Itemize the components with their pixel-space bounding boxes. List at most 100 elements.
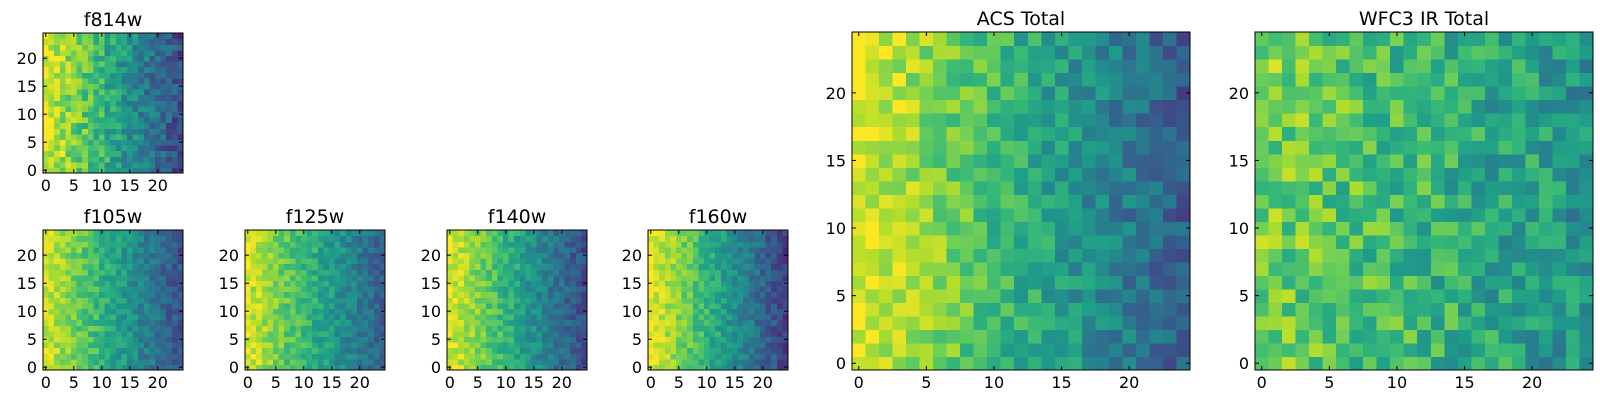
- heatmap-cell: [132, 274, 139, 281]
- heatmap-cell: [1176, 194, 1191, 209]
- heatmap-cell: [447, 297, 454, 304]
- heatmap-cell: [754, 280, 761, 287]
- heatmap-cell: [261, 235, 268, 242]
- heatmap-cell: [127, 100, 134, 107]
- heatmap-cell: [110, 133, 117, 140]
- heatmap-cell: [48, 145, 55, 152]
- heatmap-cell: [1295, 221, 1310, 236]
- heatmap-cell: [865, 126, 880, 141]
- heatmap-cell: [670, 286, 677, 293]
- heatmap-cell: [115, 111, 122, 118]
- heatmap-cell: [447, 330, 454, 337]
- heatmap-cell: [87, 269, 94, 276]
- heatmap-cell: [295, 235, 302, 242]
- heatmap-cell: [564, 297, 571, 304]
- heatmap-cell: [447, 241, 454, 248]
- heatmap-cell: [1322, 288, 1337, 303]
- heatmap-cell: [312, 291, 319, 298]
- heatmap-cell: [132, 314, 139, 321]
- heatmap-cell: [1068, 234, 1083, 249]
- heatmap-cell: [54, 161, 61, 168]
- heatmap-cell: [447, 319, 454, 326]
- heatmap-cell: [715, 314, 722, 321]
- heatmap-cell: [345, 291, 352, 298]
- heatmap-cell: [138, 291, 145, 298]
- heatmap-cell: [653, 252, 660, 259]
- heatmap-cell: [87, 72, 94, 79]
- heatmap-cell: [317, 274, 324, 281]
- heatmap-cell: [54, 89, 61, 96]
- heatmap-cell: [177, 263, 184, 270]
- heatmap-cell: [76, 353, 83, 360]
- heatmap-cell: [166, 235, 173, 242]
- heatmap-cell: [765, 347, 772, 354]
- heatmap-cell: [1579, 180, 1594, 195]
- heatmap-cell: [166, 139, 173, 146]
- heatmap-cell: [1538, 126, 1554, 141]
- heatmap-cell: [48, 128, 55, 135]
- heatmap-cell: [536, 314, 543, 321]
- heatmap-cell: [76, 72, 83, 79]
- heatmap-cell: [1403, 275, 1418, 290]
- heatmap-cell: [469, 252, 476, 259]
- heatmap-cell: [1068, 99, 1083, 114]
- heatmap-cell: [648, 314, 655, 321]
- heatmap-cell: [357, 330, 364, 337]
- heatmap-cell: [1457, 45, 1472, 60]
- heatmap-cell: [715, 342, 722, 349]
- heatmap-cell: [754, 230, 761, 237]
- heatmap-cell: [726, 286, 733, 293]
- heatmap-cell: [1095, 221, 1110, 236]
- heatmap-cell: [491, 353, 498, 360]
- heatmap-cell: [676, 297, 683, 304]
- heatmap-cell: [1430, 221, 1445, 236]
- heatmap-cell: [715, 325, 722, 332]
- heatmap-cell: [166, 241, 173, 248]
- heatmap-cell: [1162, 261, 1178, 276]
- heatmap-cell: [289, 280, 296, 287]
- heatmap-cell: [59, 235, 66, 242]
- heatmap-cell: [508, 286, 515, 293]
- y-tick-label: 20: [421, 246, 441, 265]
- heatmap-cell: [491, 358, 498, 365]
- heatmap-cell: [93, 61, 100, 68]
- heatmap-cell: [1457, 356, 1472, 371]
- heatmap-cell: [1565, 248, 1581, 263]
- heatmap-cell: [110, 280, 117, 287]
- heatmap-cell: [570, 246, 577, 253]
- heatmap-cell: [1484, 99, 1499, 114]
- heatmap-cell: [87, 347, 94, 354]
- heatmap-cell: [362, 319, 369, 326]
- heatmap-cell: [1054, 126, 1069, 141]
- heatmap-cell: [892, 315, 907, 331]
- heatmap-cell: [1471, 180, 1486, 195]
- heatmap-cell: [765, 330, 772, 337]
- heatmap-cell: [1444, 356, 1459, 371]
- heatmap-cell: [138, 241, 145, 248]
- heatmap-cell: [1525, 153, 1540, 168]
- heatmap-cell: [373, 302, 380, 309]
- heatmap-cell: [508, 274, 515, 281]
- heatmap-cell: [132, 263, 139, 270]
- heatmap-cell: [1255, 329, 1270, 344]
- heatmap-cell: [351, 269, 358, 276]
- heatmap-cell: [776, 286, 783, 293]
- heatmap-cell: [149, 347, 156, 354]
- heatmap-cell: [1579, 315, 1594, 331]
- heatmap-cell: [54, 94, 61, 101]
- heatmap-cell: [127, 336, 134, 343]
- heatmap-cell: [776, 274, 783, 281]
- heatmap-cell: [115, 89, 122, 96]
- heatmap-cell: [653, 319, 660, 326]
- heatmap-cell: [306, 319, 313, 326]
- heatmap-cell: [1390, 99, 1405, 114]
- heatmap-cell: [317, 342, 324, 349]
- heatmap-cell: [132, 161, 139, 168]
- heatmap-cell: [973, 45, 988, 60]
- heatmap-cell: [1336, 194, 1351, 209]
- heatmap-cell: [334, 347, 341, 354]
- y-tick-label: 5: [27, 330, 37, 349]
- heatmap-cell: [676, 274, 683, 281]
- heatmap-cell: [553, 336, 560, 343]
- heatmap-cell: [508, 347, 515, 354]
